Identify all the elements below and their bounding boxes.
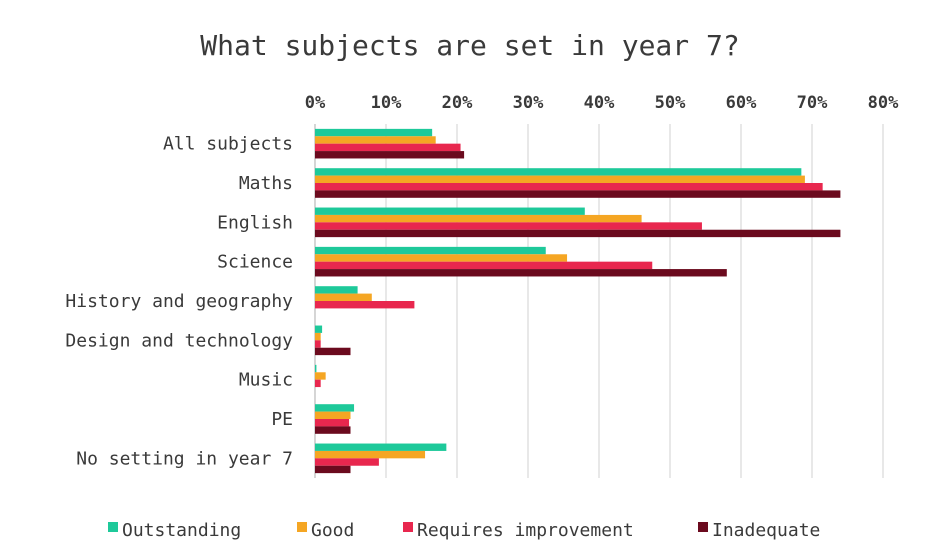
category-label: Science bbox=[217, 252, 293, 273]
category-label: Music bbox=[239, 370, 293, 391]
bar bbox=[315, 419, 350, 427]
bar bbox=[315, 379, 321, 388]
bar bbox=[315, 190, 841, 198]
category-label: History and geography bbox=[65, 291, 293, 312]
bar bbox=[315, 347, 351, 356]
bar bbox=[315, 450, 426, 459]
x-tick-label: 80% bbox=[868, 93, 899, 113]
x-tick-label: 70% bbox=[797, 93, 828, 113]
x-tick-label: 10% bbox=[371, 93, 402, 113]
bar bbox=[315, 465, 351, 474]
legend-label: Good bbox=[311, 520, 354, 541]
bar bbox=[315, 143, 461, 152]
bar bbox=[315, 222, 702, 230]
category-label: All subjects bbox=[163, 134, 293, 155]
x-tick-label: 0% bbox=[305, 93, 326, 113]
category-label: Design and technology bbox=[65, 330, 293, 351]
bar bbox=[315, 136, 436, 144]
x-tick-label: 20% bbox=[442, 93, 473, 113]
bar bbox=[315, 214, 642, 223]
bar bbox=[315, 340, 321, 348]
bar bbox=[315, 325, 323, 333]
bar bbox=[315, 151, 465, 159]
chart-title: What subjects are set in year 7? bbox=[200, 29, 739, 62]
legend: Outstanding Good Requires improvement Inade… bbox=[108, 520, 820, 541]
bar bbox=[315, 261, 653, 270]
legend-swatch bbox=[108, 522, 118, 532]
bar bbox=[315, 332, 321, 341]
bar bbox=[315, 443, 447, 451]
bar bbox=[315, 364, 317, 373]
legend-swatch bbox=[403, 522, 413, 532]
bar bbox=[315, 269, 727, 277]
x-tick-label: 50% bbox=[655, 93, 686, 113]
category-label: PE bbox=[271, 409, 293, 430]
category-label: No setting in year 7 bbox=[76, 448, 293, 469]
legend-label: Outstanding bbox=[122, 520, 241, 541]
bar bbox=[315, 254, 568, 262]
bar bbox=[315, 168, 802, 176]
legend-label: Requires improvement bbox=[417, 520, 634, 541]
bar bbox=[315, 128, 433, 137]
bar bbox=[315, 372, 326, 380]
bar bbox=[315, 426, 351, 434]
x-tick-label: 40% bbox=[584, 93, 615, 113]
x-tick-label: 60% bbox=[726, 93, 757, 113]
legend-swatch bbox=[297, 522, 307, 532]
bar bbox=[315, 183, 823, 191]
bar bbox=[315, 207, 585, 215]
bar bbox=[315, 458, 379, 466]
bars bbox=[315, 128, 841, 474]
bar bbox=[315, 246, 546, 255]
legend-swatch bbox=[698, 522, 708, 532]
x-tick-label: 30% bbox=[513, 93, 544, 113]
bar bbox=[315, 404, 355, 412]
x-tick-labels: 0% 10% 20% 30% 40% 50% 60% 70% 80% bbox=[305, 93, 899, 113]
category-label: English bbox=[217, 212, 293, 233]
bar bbox=[315, 229, 841, 238]
bar bbox=[315, 293, 372, 301]
category-labels: All subjects Maths English Science History a… bbox=[65, 134, 293, 470]
bar bbox=[315, 301, 415, 309]
bar bbox=[315, 175, 805, 183]
bar bbox=[315, 286, 358, 294]
legend-label: Inadequate bbox=[712, 520, 820, 541]
category-label: Maths bbox=[239, 173, 293, 194]
bar bbox=[315, 411, 351, 419]
